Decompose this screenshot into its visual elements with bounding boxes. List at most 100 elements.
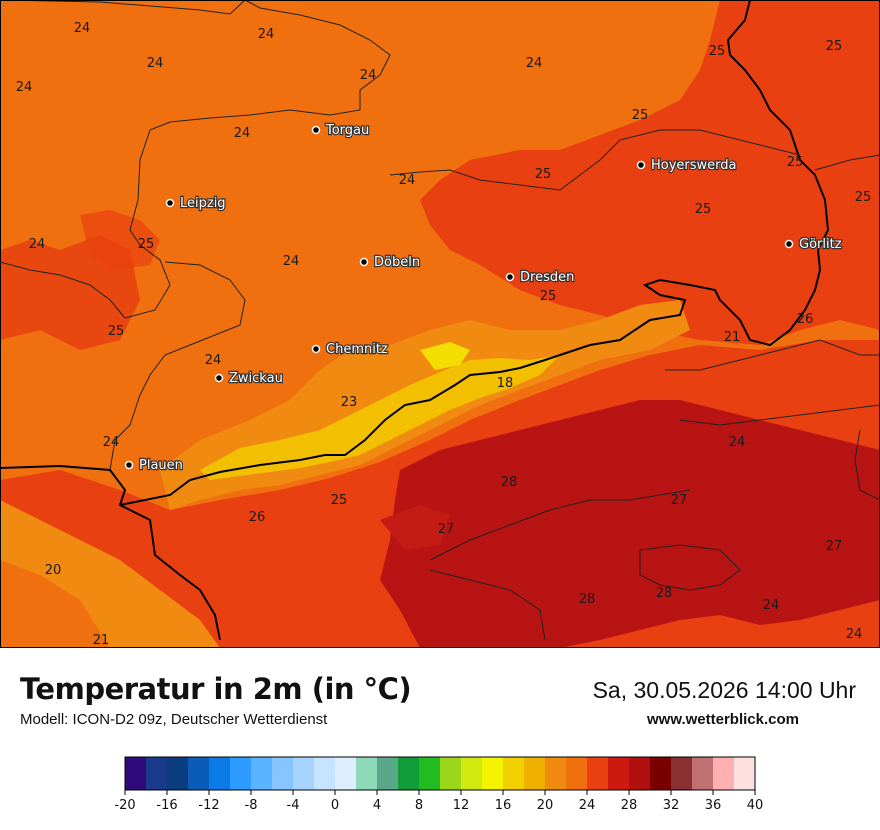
temperature-value: 21 [724, 330, 741, 345]
temperature-value: 27 [826, 539, 843, 554]
temperature-value: 24 [526, 56, 543, 71]
temperature-value: 25 [138, 237, 155, 252]
temperature-value: 25 [787, 155, 804, 170]
legend-ticks: -20 -16 -12 -8 -4 0 4 8 12 16 20 24 28 32 36 40 [114, 790, 763, 813]
legend-tick-label: 32 [663, 798, 680, 813]
temperature-value: 24 [258, 27, 275, 42]
temperature-labels: 24 24 24 24 24 24 25 25 24 25 24 25 25 24 25 25 25 25 24 25… [16, 21, 872, 648]
legend-tick-label: 28 [621, 798, 638, 813]
legend-tick-label: 16 [495, 798, 512, 813]
legend-swatch [524, 757, 546, 790]
city-marker [311, 344, 321, 354]
temperature-zone-cool-spot [420, 342, 470, 370]
temperature-value: 25 [826, 39, 843, 54]
temperature-zone-cool-sw2 [0, 560, 110, 648]
legend-swatch [377, 757, 399, 790]
city-marker [311, 125, 321, 135]
legend-swatch [125, 757, 147, 790]
temperature-value: 20 [45, 563, 62, 578]
temperature-value: 24 [729, 435, 746, 450]
temperature-value: 25 [331, 493, 348, 508]
city-marker [505, 272, 515, 282]
temperature-value: 23 [341, 395, 358, 410]
admin-borders [0, 0, 880, 641]
city-marker [214, 373, 224, 383]
legend-swatch [398, 757, 420, 790]
legend-swatch [545, 757, 567, 790]
temperature-value: 24 [147, 56, 164, 71]
city-marker [784, 239, 794, 249]
legend-swatch [230, 757, 252, 790]
temperature-value: 25 [695, 202, 712, 217]
city-markers: Torgau Leipzig Döbeln Dresden Hoyerswerda Gör… [124, 122, 843, 474]
city-marker [636, 160, 646, 170]
city-label: Chemnitz [326, 342, 388, 357]
temperature-value: 26 [797, 312, 814, 327]
legend-tick-label: -12 [198, 798, 219, 813]
legend-tick-label: -16 [156, 798, 177, 813]
temperature-value: 25 [855, 190, 872, 205]
legend-swatch [209, 757, 231, 790]
city-marker [124, 460, 134, 470]
legend-swatch [692, 757, 714, 790]
temperature-value: 24 [234, 126, 251, 141]
temperature-zone-coolest [200, 355, 560, 480]
legend-swatch [587, 757, 609, 790]
map-title: Temperatur in 2m (in °C) [20, 672, 412, 706]
temperature-value: 24 [763, 598, 780, 613]
legend-tick-label: 0 [331, 798, 339, 813]
temperature-value: 27 [671, 493, 688, 508]
website-link[interactable]: www.wetterblick.com [647, 711, 799, 728]
temperature-value: 27 [438, 522, 455, 537]
legend-swatch [314, 757, 336, 790]
temperature-zone-25-north [420, 0, 880, 345]
temperature-value: 28 [501, 475, 518, 490]
temperature-map: 24 24 24 24 24 24 25 25 24 25 24 25 25 24 25 25 25 25 24 25… [0, 0, 880, 648]
temperature-value: 28 [656, 586, 673, 601]
temperature-value: 24 [103, 435, 120, 450]
temperature-value: 24 [205, 353, 222, 368]
temperature-value: 25 [108, 324, 125, 339]
legend-swatch [251, 757, 273, 790]
legend-swatch [356, 757, 378, 790]
legend-swatch [503, 757, 525, 790]
city-label: Zwickau [229, 371, 283, 386]
city-label: Leipzig [180, 196, 226, 211]
temperature-value: 25 [540, 289, 557, 304]
model-info: Modell: ICON-D2 09z, Deutscher Wetterdie… [20, 711, 328, 728]
legend-frame [124, 756, 756, 791]
temperature-zone-28 [380, 400, 880, 648]
legend-tick-label: -4 [287, 798, 300, 813]
legend-swatch [293, 757, 315, 790]
temperature-value: 24 [283, 254, 300, 269]
legend-swatch [608, 757, 630, 790]
legend-tick-label: 40 [747, 798, 764, 813]
legend-swatch [671, 757, 693, 790]
legend-tick-label: -20 [114, 798, 135, 813]
temperature-value: 21 [93, 633, 110, 648]
legend-swatch [482, 757, 504, 790]
forecast-datetime: Sa, 30.05.2026 14:00 Uhr [592, 677, 856, 703]
temperature-value: 24 [399, 173, 416, 188]
city-label: Torgau [325, 123, 369, 138]
legend-swatch [650, 757, 672, 790]
temperature-zone-28-west [380, 505, 450, 550]
legend-swatches [124, 756, 756, 791]
city-label: Döbeln [374, 255, 420, 270]
temperature-value: 24 [74, 21, 91, 36]
temperature-zone-25-leipzig [80, 210, 160, 270]
legend-tick-label: 8 [415, 798, 423, 813]
temperature-value: 24 [360, 68, 377, 83]
legend-swatch [335, 757, 357, 790]
legend-swatch [734, 757, 756, 790]
legend-swatch [272, 757, 294, 790]
temperature-value: 18 [497, 376, 514, 391]
legend-tick-label: 20 [537, 798, 554, 813]
color-legend: -20 -16 -12 -8 -4 0 4 8 12 16 20 24 28 32 36 40 [114, 756, 763, 813]
city-marker [359, 257, 369, 267]
legend-tick-label: 4 [373, 798, 381, 813]
national-border [0, 0, 830, 641]
temperature-value: 24 [846, 627, 863, 642]
legend-swatch [566, 757, 588, 790]
city-label: Plauen [139, 458, 183, 473]
